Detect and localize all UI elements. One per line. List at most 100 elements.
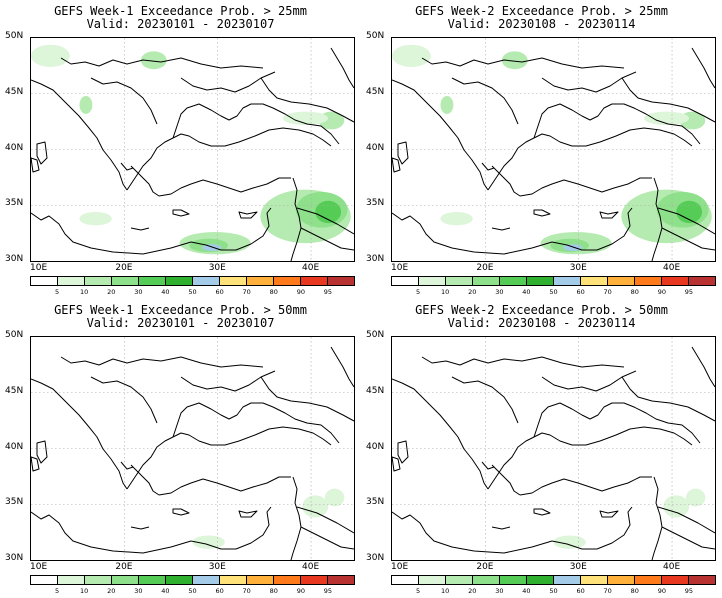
coastline-border	[260, 77, 354, 123]
panel-valid-dates: Valid: 20230101 - 20230107	[86, 17, 275, 31]
colorbar-tick-label: 60	[576, 587, 585, 595]
colorbar-tick-label: 20	[107, 587, 116, 595]
longitude-label: 20E	[476, 263, 494, 273]
map-area	[391, 37, 716, 262]
colorbar-tick-label: 95	[684, 587, 694, 595]
colorbar-swatch	[419, 277, 446, 285]
coastline-border	[290, 476, 302, 560]
precip-probability-area	[315, 200, 342, 224]
colorbar-tick-label: 80	[269, 288, 278, 296]
coastline-border	[31, 79, 128, 191]
colorbar	[30, 575, 355, 585]
colorbar-swatch	[247, 277, 274, 285]
panel-title: GEFS Week-1 Exceedance Prob. > 25mm	[54, 4, 307, 18]
coastline-border	[533, 402, 701, 444]
colorbar-tick-label: 80	[630, 587, 639, 595]
coastline-border	[31, 511, 192, 554]
precip-probability-area	[663, 495, 690, 518]
coastline-border	[651, 177, 663, 261]
colorbar-tick-label: 20	[107, 288, 116, 296]
coastline-border	[296, 506, 354, 534]
coastline-border	[260, 376, 354, 422]
precip-probability-area	[140, 51, 167, 70]
colorbar-tick-label: 70	[603, 587, 612, 595]
longitude-label: 20E	[476, 562, 494, 572]
latitude-label: 35N	[366, 497, 385, 508]
coastline-border	[621, 376, 715, 422]
colorbar-tick-label: 40	[161, 288, 170, 296]
colorbar-tick-label: 60	[215, 587, 224, 595]
colorbar-tick-label: 10	[441, 288, 450, 296]
precip-probability-area	[192, 535, 225, 549]
latitude-label: 30N	[366, 254, 385, 264]
longitude-label: 40E	[302, 562, 320, 572]
coastline-border	[491, 165, 521, 197]
latitude-label: 40N	[366, 441, 385, 452]
coastline-border	[392, 79, 489, 191]
colorbar-swatch	[392, 576, 419, 584]
colorbar-swatch	[31, 277, 58, 285]
colorbar-swatch	[446, 277, 473, 285]
latitude-label: 35N	[5, 497, 24, 508]
coastline-border	[126, 436, 174, 490]
colorbar-tick-label: 70	[603, 288, 612, 296]
precip-probability-area	[302, 495, 329, 518]
colorbar-swatch	[139, 576, 166, 584]
coastline-border	[541, 370, 637, 392]
colorbar-tick-label: 20	[468, 288, 477, 296]
colorbar-tick-label: 70	[242, 288, 251, 296]
coastline-border	[130, 165, 160, 197]
coastline-border	[661, 526, 715, 550]
longitude-label: 40E	[663, 562, 681, 572]
map-area	[391, 336, 716, 561]
coastline-border	[392, 212, 553, 255]
colorbar-swatch	[608, 277, 635, 285]
map-panel-2: GEFS Week-2 Exceedance Prob. > 25mm Valid…	[361, 0, 722, 299]
colorbar-tick-label: 95	[323, 288, 333, 296]
coastline-border	[651, 476, 663, 560]
colorbar-swatch	[139, 277, 166, 285]
colorbar	[30, 276, 355, 286]
coastline-border	[533, 127, 693, 147]
latitude-label: 50N	[5, 330, 24, 340]
coastline-border	[90, 376, 158, 424]
precip-probability-area	[282, 111, 329, 125]
precip-probability-area	[324, 488, 345, 507]
panel-valid-dates: Valid: 20230101 - 20230107	[86, 316, 275, 330]
map-panel-3: GEFS Week-1 Exceedance Prob. > 50mm Valid…	[0, 299, 361, 598]
coastline-border	[330, 47, 354, 89]
map-canvas	[31, 38, 354, 261]
coastline-border	[130, 526, 150, 530]
precip-probability-area	[202, 244, 222, 251]
coastline-border	[519, 476, 652, 496]
coastline-border	[238, 510, 258, 518]
coastline-border	[533, 209, 551, 217]
colorbar-tick-label: 90	[657, 587, 666, 595]
coastline-border	[661, 227, 715, 251]
colorbar-tick-label: 5	[416, 288, 421, 296]
panel-title: GEFS Week-2 Exceedance Prob. > 50mm	[415, 303, 668, 317]
coastline-border	[392, 378, 489, 490]
coastline-border	[487, 436, 535, 490]
colorbar-swatch	[689, 576, 715, 584]
map-panel-4: GEFS Week-2 Exceedance Prob. > 50mm Valid…	[361, 299, 722, 598]
colorbar-swatch	[85, 576, 112, 584]
longitude-label: 30E	[569, 562, 587, 572]
precip-probability-area	[440, 95, 454, 114]
longitude-label: 10E	[391, 263, 409, 273]
colorbar-swatch	[274, 576, 301, 584]
colorbar-swatch	[581, 277, 608, 285]
coastline-border	[491, 464, 521, 496]
coastline-border	[397, 141, 409, 165]
coastline-border	[599, 211, 619, 219]
colorbar-swatch	[446, 576, 473, 584]
coastline-border	[551, 506, 633, 550]
coastline-border	[300, 227, 354, 251]
panel-valid-dates: Valid: 20230108 - 20230114	[447, 316, 636, 330]
colorbar-swatch	[662, 277, 689, 285]
coastline-border	[158, 476, 291, 496]
colorbar-swatch	[527, 277, 554, 285]
map-canvas	[392, 337, 715, 560]
colorbar-swatch	[301, 277, 328, 285]
precip-probability-area	[501, 51, 528, 70]
